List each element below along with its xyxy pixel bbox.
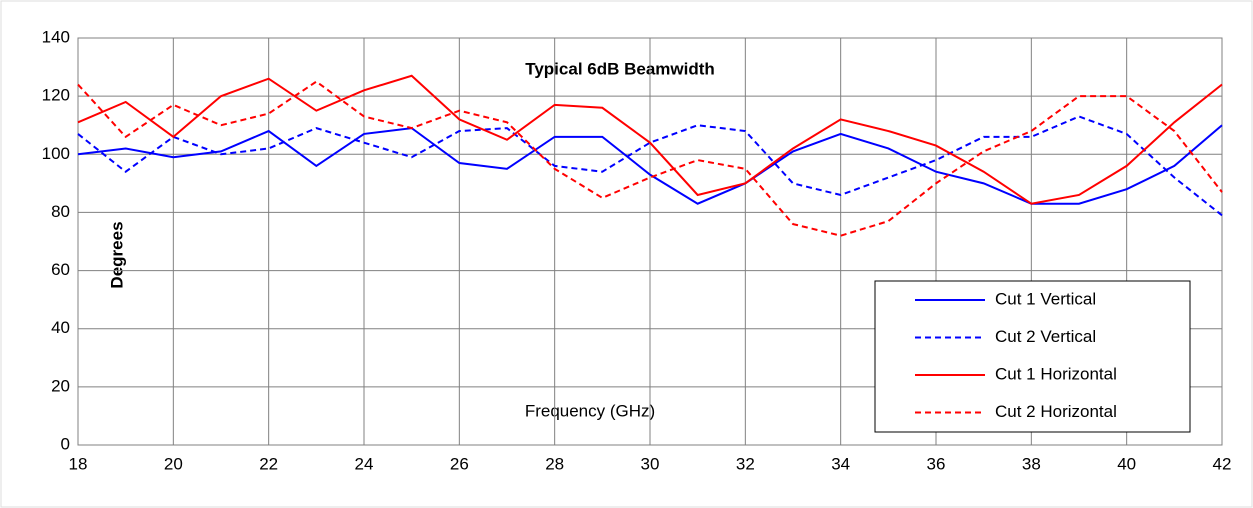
- x-tick-label: 20: [164, 454, 183, 473]
- y-tick-label: 80: [51, 202, 70, 221]
- plot-border: [77, 37, 1223, 446]
- x-tick-label: 24: [355, 454, 374, 473]
- x-tick-label: 36: [927, 454, 946, 473]
- y-tick-label: 40: [51, 318, 70, 337]
- x-tick-label: 18: [69, 454, 88, 473]
- legend-label: Cut 2 Horizontal: [995, 402, 1117, 421]
- legend-label: Cut 1 Vertical: [995, 289, 1096, 308]
- x-tick-label: 22: [259, 454, 278, 473]
- y-tick-label: 100: [42, 144, 70, 163]
- x-tick-label: 32: [736, 454, 755, 473]
- y-tick-label: 120: [42, 86, 70, 105]
- x-tick-label: 28: [545, 454, 564, 473]
- chart-title: Typical 6dB Beamwidth: [525, 59, 715, 78]
- y-tick-label: 140: [42, 27, 70, 46]
- x-tick-label: 26: [450, 454, 469, 473]
- x-tick-label: 42: [1213, 454, 1232, 473]
- series-line: [77, 74, 1223, 205]
- legend-label: Cut 2 Vertical: [995, 327, 1096, 346]
- y-tick-label: 20: [51, 376, 70, 395]
- y-tick-label: 0: [61, 434, 70, 453]
- x-tick-label: 40: [1117, 454, 1136, 473]
- x-tick-label: 30: [641, 454, 660, 473]
- y-tick-label: 60: [51, 260, 70, 279]
- x-tick-label: 38: [1022, 454, 1041, 473]
- y-axis-label: Degrees: [107, 221, 126, 288]
- legend-label: Cut 1 Horizontal: [995, 364, 1117, 383]
- legend-box: [874, 280, 1191, 433]
- x-tick-label: 34: [831, 454, 850, 473]
- x-axis-label: Frequency (GHz): [525, 401, 655, 420]
